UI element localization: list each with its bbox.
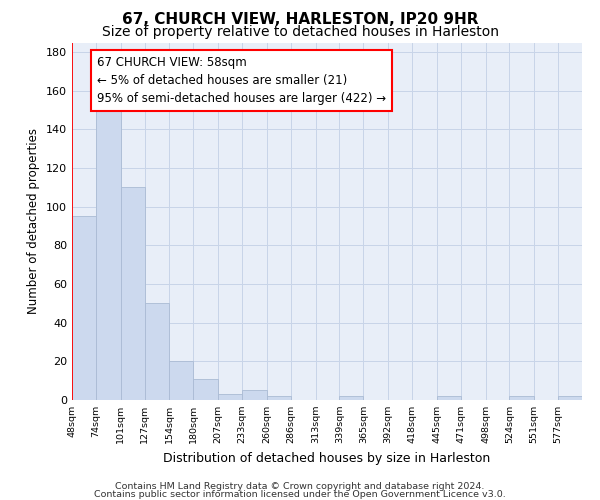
- Bar: [218, 394, 242, 400]
- Bar: [121, 188, 145, 400]
- Text: Size of property relative to detached houses in Harleston: Size of property relative to detached ho…: [101, 25, 499, 39]
- Bar: [267, 396, 291, 400]
- Bar: [242, 390, 267, 400]
- Y-axis label: Number of detached properties: Number of detached properties: [28, 128, 40, 314]
- Text: Contains public sector information licensed under the Open Government Licence v3: Contains public sector information licen…: [94, 490, 506, 499]
- Text: 67, CHURCH VIEW, HARLESTON, IP20 9HR: 67, CHURCH VIEW, HARLESTON, IP20 9HR: [122, 12, 478, 28]
- Bar: [96, 110, 121, 400]
- X-axis label: Distribution of detached houses by size in Harleston: Distribution of detached houses by size …: [163, 452, 491, 464]
- Bar: [558, 396, 582, 400]
- Bar: [169, 362, 193, 400]
- Bar: [340, 396, 363, 400]
- Bar: [72, 216, 96, 400]
- Bar: [145, 304, 169, 400]
- Bar: [193, 378, 218, 400]
- Bar: [437, 396, 461, 400]
- Text: Contains HM Land Registry data © Crown copyright and database right 2024.: Contains HM Land Registry data © Crown c…: [115, 482, 485, 491]
- Text: 67 CHURCH VIEW: 58sqm
← 5% of detached houses are smaller (21)
95% of semi-detac: 67 CHURCH VIEW: 58sqm ← 5% of detached h…: [97, 56, 386, 105]
- Bar: [509, 396, 534, 400]
